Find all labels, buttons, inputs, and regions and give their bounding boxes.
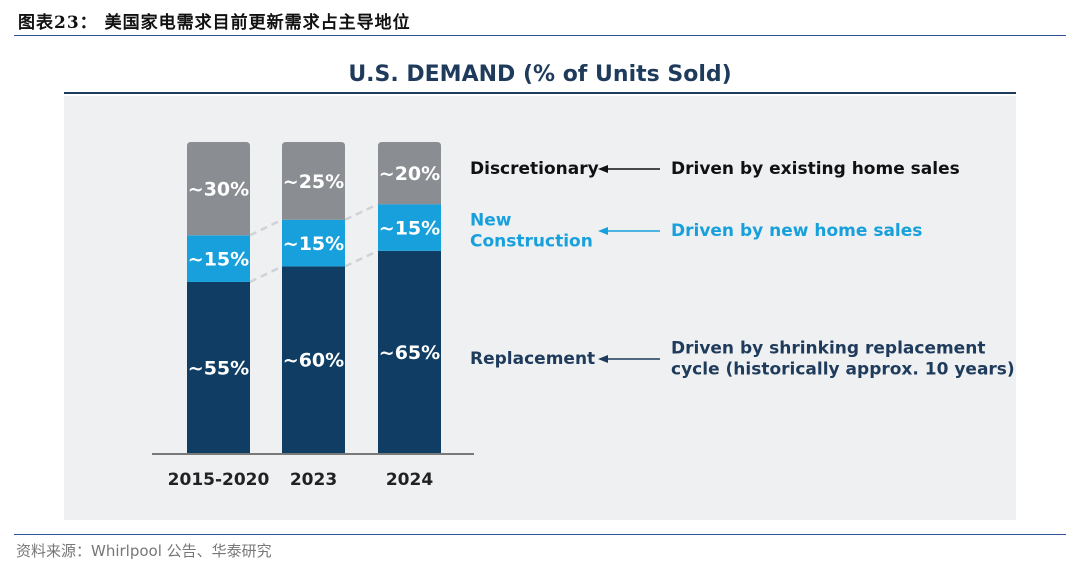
connector-bottom-1 [249,265,283,284]
arrow-head-new-construction [598,227,608,235]
value-label-discretionary-2024: ~20% [379,163,440,185]
driver-text-replacement-line-1: Driven by shrinking replacement [671,339,985,359]
value-label-replacement-2024: ~65% [379,342,440,364]
value-label-new-construction-2023: ~15% [283,233,344,255]
bar-new-construction-2023 [282,219,345,267]
tick-label-2024: 2024 [386,470,433,490]
bar-discretionary-2024 [378,142,441,205]
bar-discretionary-2023 [282,142,345,220]
value-label-discretionary-2015-2020: ~30% [188,179,249,201]
bar-replacement-2024 [378,250,441,453]
bar-discretionary-2015-2020 [187,142,250,236]
bar-new-construction-2024 [378,204,441,251]
value-label-replacement-2015-2020: ~55% [188,357,249,379]
value-label-replacement-2023: ~60% [283,350,344,372]
chart-title: U.S. DEMAND (% of Units Sold) [348,62,732,87]
top-rule [14,35,1066,36]
driver-text-new-construction: Driven by new home sales [671,221,922,241]
bar-replacement-2023 [282,266,345,453]
legend-label-replacement: Replacement [470,349,595,369]
value-label-new-construction-2015-2020: ~15% [188,249,249,271]
arrow-head-replacement [598,355,608,363]
driver-text-replacement-line-2: cycle (historically approx. 10 years) [671,360,1015,380]
value-label-discretionary-2023: ~25% [283,171,344,193]
connector-top-1 [249,218,283,237]
bar-replacement-2015-2020 [187,281,250,453]
value-label-new-construction-2024: ~15% [379,218,440,240]
tick-label-2023: 2023 [290,470,337,490]
chart-title-rule [64,92,1016,94]
arrow-head-discretionary [598,165,608,173]
figure-title: 图表23： 美国家电需求目前更新需求占主导地位 [18,13,411,33]
connector-top-2 [344,203,379,221]
bar-new-construction-2015-2020 [187,235,250,282]
source-note: 资料来源：Whirlpool 公告、华泰研究 [16,542,272,560]
bottom-rule [14,534,1066,535]
legend-label-new-construction-line-2: Construction [470,232,593,252]
connector-bottom-2 [344,249,379,268]
legend-label-new-construction-line-1: New [470,211,512,231]
driver-text-discretionary: Driven by existing home sales [671,159,960,179]
legend-label-discretionary: Discretionary [470,159,599,179]
tick-label-2015-2020: 2015-2020 [168,470,270,490]
